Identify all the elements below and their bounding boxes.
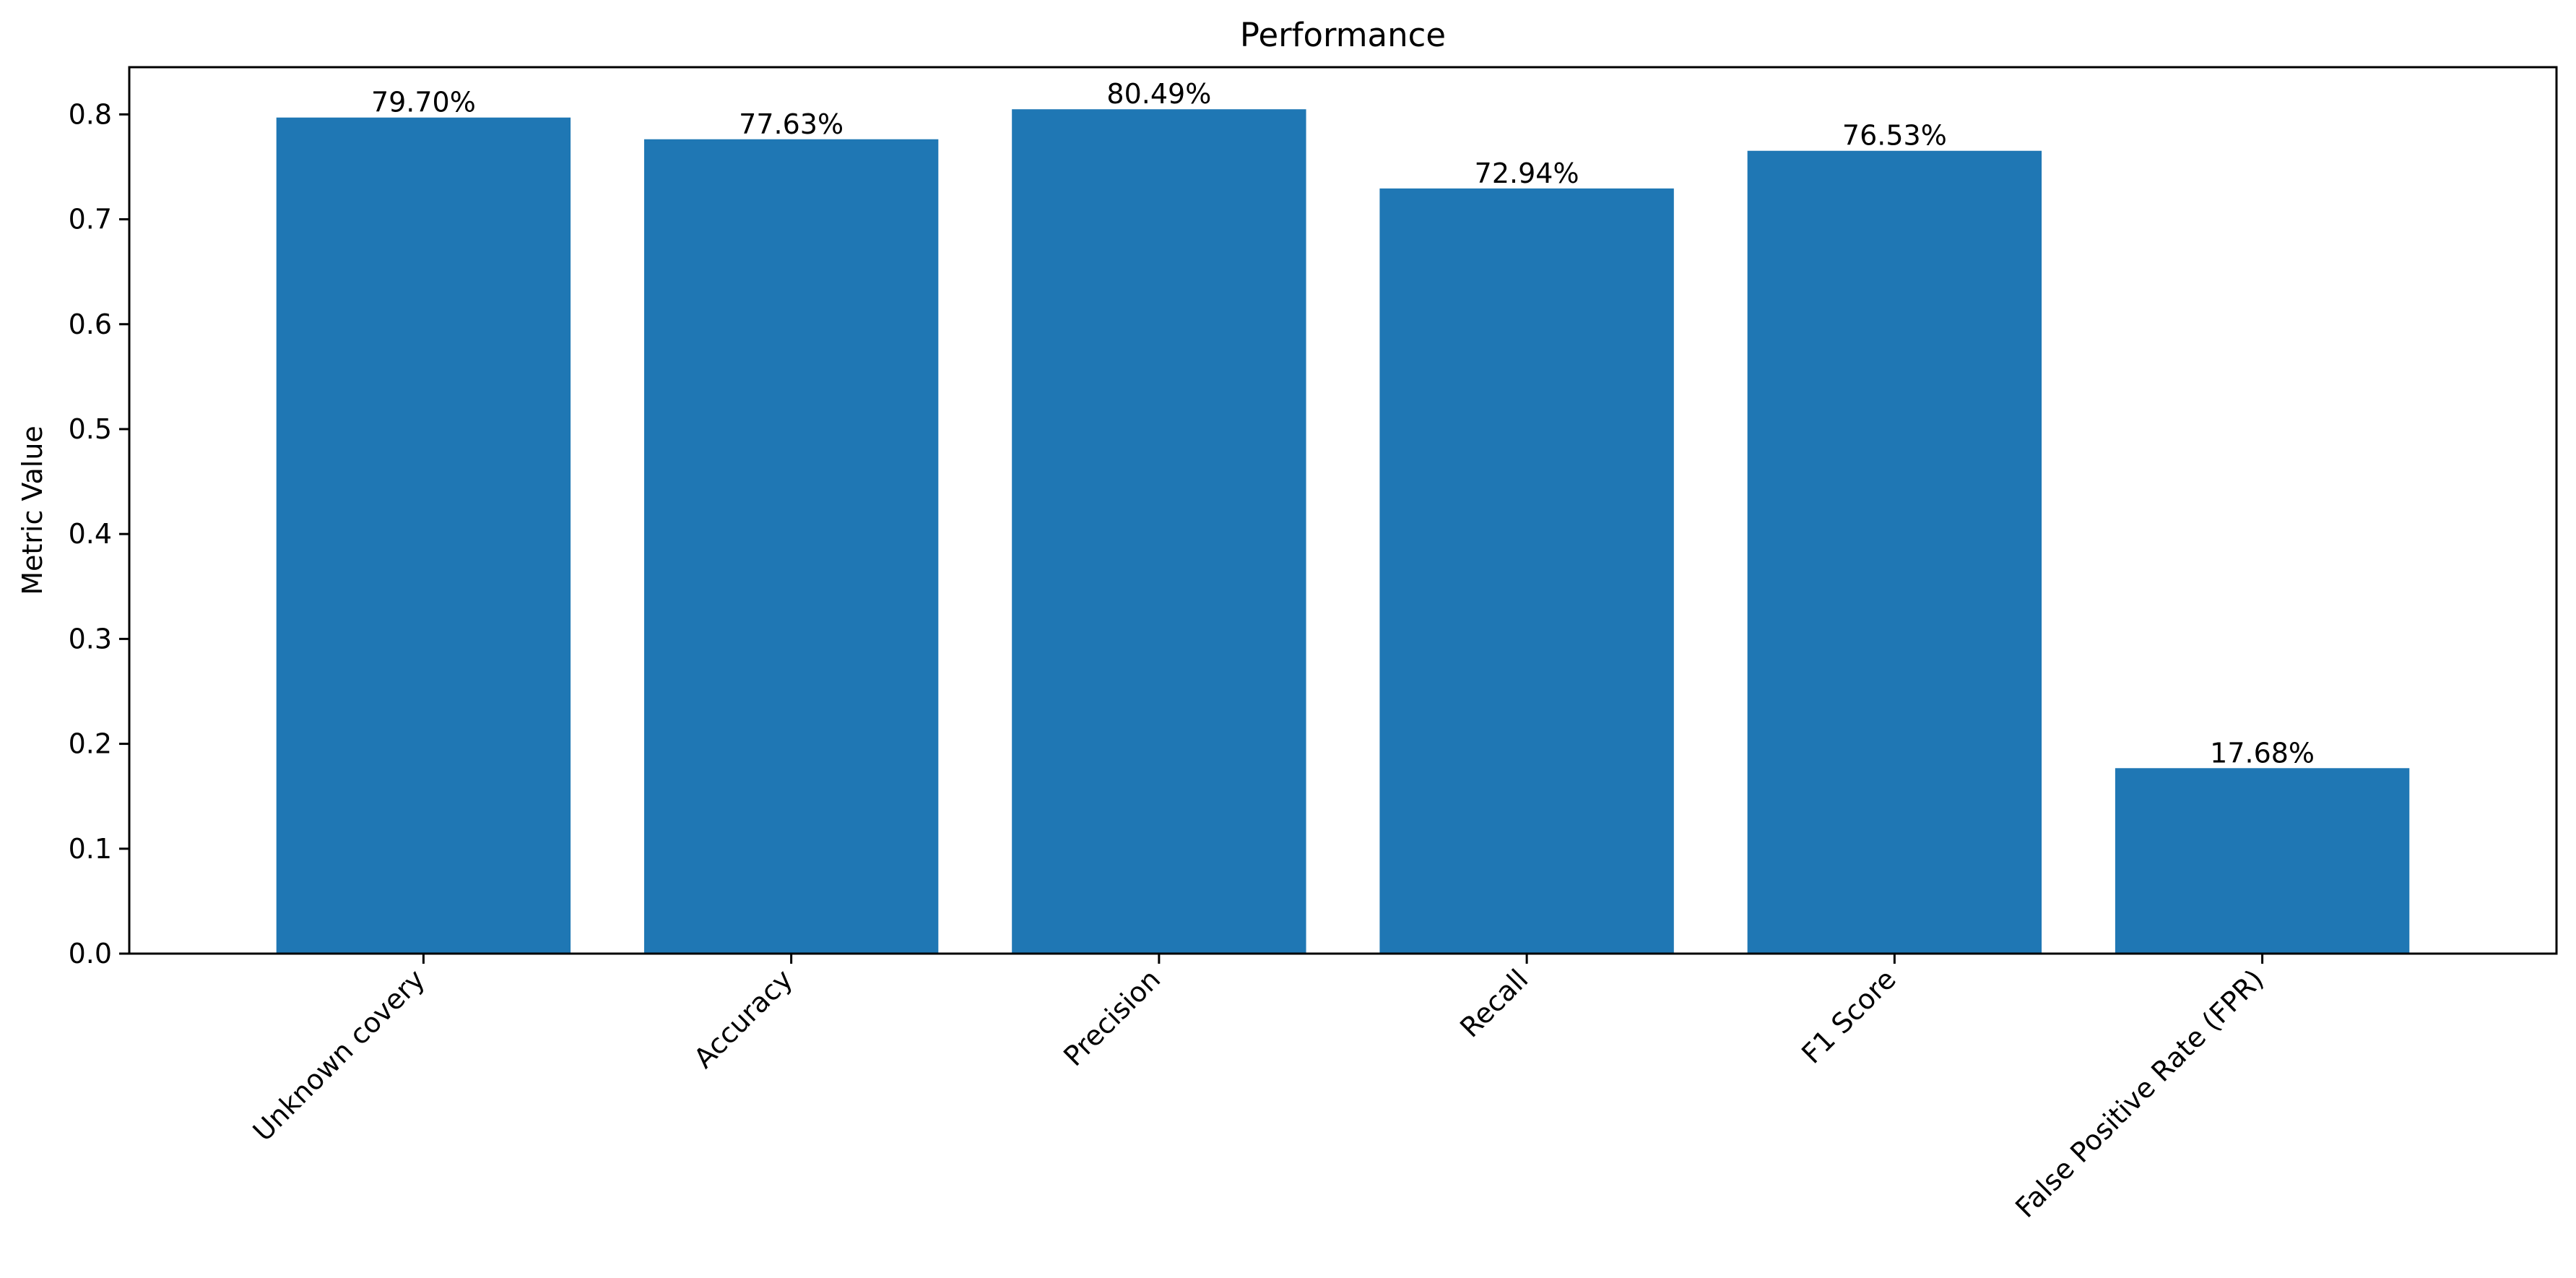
x-tick-label-2: Accuracy: [688, 963, 799, 1074]
data-label-3: 80.49%: [1106, 78, 1211, 110]
x-tick-label-1: Unknown covery: [247, 963, 431, 1147]
y-tick-label-0: 0.0: [69, 938, 112, 970]
chart-title: Performance: [1240, 16, 1446, 54]
y-tick-label-8: 0.8: [69, 98, 112, 130]
data-label-6: 17.68%: [2210, 737, 2315, 769]
x-tick-label-5: F1 Score: [1795, 963, 1901, 1069]
y-tick-label-7: 0.7: [69, 204, 112, 236]
y-axis-label: Metric Value: [17, 426, 48, 595]
x-tick-label-6: False Positive Rate (FPR): [2009, 963, 2270, 1224]
bar-1: [276, 117, 571, 954]
data-label-2: 77.63%: [739, 108, 844, 140]
data-label-5: 76.53%: [1842, 120, 1947, 152]
data-label-4: 72.94%: [1475, 157, 1579, 189]
y-tick-label-5: 0.5: [69, 413, 112, 445]
bar-4: [1379, 188, 1674, 954]
y-tick-label-6: 0.6: [69, 308, 112, 340]
bar-2: [643, 139, 939, 954]
bar-3: [1012, 109, 1306, 954]
x-tick-label-4: Recall: [1454, 963, 1534, 1043]
bar-6: [2115, 768, 2410, 954]
y-tick-label-4: 0.4: [69, 518, 112, 550]
plot-frame: [128, 66, 2558, 955]
bar-5: [1747, 150, 2042, 954]
x-tick-label-3: Precision: [1057, 963, 1166, 1072]
y-tick-label-1: 0.1: [69, 833, 112, 865]
y-tick-label-2: 0.2: [69, 728, 112, 760]
data-label-1: 79.70%: [371, 87, 476, 118]
y-tick-label-3: 0.3: [69, 623, 112, 655]
